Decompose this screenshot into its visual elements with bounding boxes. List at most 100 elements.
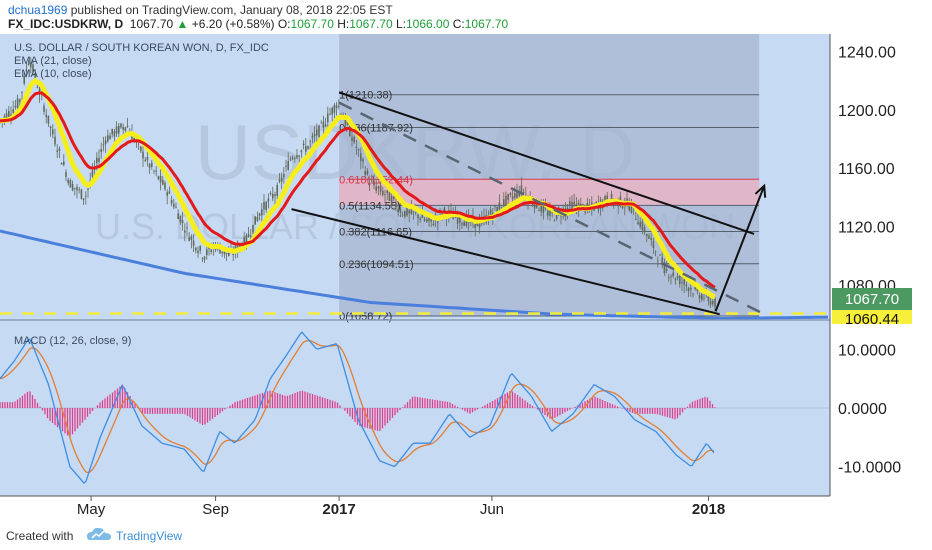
- candle-body: [683, 279, 685, 285]
- candle-body: [582, 203, 584, 205]
- candle-body: [335, 105, 338, 108]
- time-axis-background[interactable]: [0, 496, 830, 520]
- author-link[interactable]: dchua1969: [8, 3, 68, 17]
- candle-body: [210, 249, 212, 253]
- candle-body: [5, 113, 8, 120]
- candle-body: [659, 254, 661, 256]
- candle-body: [173, 203, 175, 208]
- candle-body: [140, 146, 142, 152]
- candle-body: [98, 157, 100, 163]
- tradingview-brand-link[interactable]: TradingView: [116, 529, 183, 543]
- candle-body: [274, 194, 276, 197]
- candle-body: [56, 150, 58, 152]
- candle-body: [291, 157, 294, 159]
- candle-body: [604, 196, 606, 204]
- legend-macd[interactable]: MACD (12, 26, close, 9): [14, 335, 131, 347]
- chart-canvas[interactable]: USDKRW, D U.S. DOLLAR / SOUTH KOREAN WON…: [0, 34, 932, 520]
- candle-body: [507, 193, 509, 201]
- tradingview-cloud-icon[interactable]: [86, 526, 112, 544]
- candle-body: [80, 189, 83, 199]
- symbol-ohlc-line: FX_IDC:USDKRW, D 1067.70 ▲ +6.20 (+0.58%…: [8, 17, 508, 31]
- candle-body: [670, 276, 672, 278]
- candle-body: [45, 114, 47, 117]
- candle-body: [542, 204, 545, 213]
- close-label: C:: [452, 17, 465, 31]
- candle-body: [687, 288, 690, 292]
- candle-body: [113, 130, 116, 137]
- candle-body: [74, 187, 76, 189]
- high-value: 1067.70: [349, 17, 393, 31]
- ema21-line: [0, 91, 716, 289]
- candle-body: [30, 63, 32, 68]
- candle-body: [228, 252, 230, 256]
- candle-body: [377, 186, 380, 189]
- candle-body: [267, 198, 270, 202]
- macd-signal-line: [0, 339, 715, 474]
- price-axis-background[interactable]: [830, 34, 932, 520]
- support-curve-line[interactable]: [0, 229, 829, 320]
- candle-body: [153, 170, 155, 172]
- candle-body: [571, 201, 573, 211]
- candle-body: [551, 212, 553, 214]
- candle-body: [331, 107, 333, 115]
- projection-arrow-head-icon[interactable]: [754, 183, 767, 198]
- channel-upper-line[interactable]: [338, 91, 755, 235]
- candle-body: [509, 193, 512, 196]
- candle-body: [278, 179, 281, 182]
- candle-body: [522, 191, 525, 194]
- candle-body: [175, 206, 177, 208]
- fib-range-shade: [339, 34, 760, 317]
- legend-ema21[interactable]: EMA (21, close): [14, 55, 92, 67]
- channel-mid-dashed-line[interactable]: [338, 101, 765, 316]
- candle-body: [714, 298, 716, 307]
- candle-body: [221, 251, 223, 253]
- candle-body: [399, 208, 402, 213]
- candle-body: [263, 201, 265, 210]
- fibonacci-retracement[interactable]: 1(1210.38)0.786(1187.92)0.618(1152.44)0.…: [339, 34, 760, 323]
- candle-body: [421, 213, 424, 218]
- created-with-label: Created with: [6, 529, 74, 543]
- candle-body: [415, 211, 417, 213]
- candle-body: [520, 185, 523, 194]
- candle-body: [285, 165, 287, 167]
- candle-body: [34, 72, 36, 78]
- candle-body: [397, 209, 399, 213]
- projection-arrow-line[interactable]: [714, 185, 766, 312]
- fib-level-label: 0.382(1116.65): [339, 227, 412, 239]
- candle-body: [329, 113, 331, 115]
- candle-body: [47, 115, 50, 124]
- candle-body: [201, 258, 204, 260]
- candle-body: [547, 210, 549, 216]
- candle-body: [628, 204, 630, 211]
- candle-body: [423, 219, 426, 221]
- candle-body: [247, 234, 250, 237]
- candle-body: [87, 188, 89, 190]
- candle-body: [373, 181, 375, 186]
- support-price-tag: 1060.44: [832, 310, 912, 328]
- fib-level-label: 0.236(1094.51): [339, 259, 414, 271]
- macd-series: [0, 331, 830, 485]
- candle-body: [503, 199, 505, 206]
- candle-body: [162, 179, 164, 185]
- candle-body: [302, 143, 305, 145]
- trend-drawings[interactable]: [0, 91, 830, 320]
- candle-body: [657, 260, 659, 262]
- legend-ema10[interactable]: EMA (10, close): [14, 68, 92, 80]
- candle-body: [19, 99, 21, 103]
- candle-body: [245, 235, 248, 244]
- candle-body: [463, 222, 465, 226]
- candle-body: [313, 134, 316, 137]
- candle-body: [12, 109, 14, 113]
- channel-lower-line[interactable]: [291, 208, 720, 316]
- time-axis-tick-label: Sep: [202, 501, 229, 518]
- candle-body: [269, 193, 272, 195]
- candle-body: [58, 148, 61, 151]
- candle-body: [38, 88, 41, 95]
- candle-body: [461, 222, 463, 225]
- low-value: 1066.00: [406, 17, 450, 31]
- candle-body: [111, 128, 113, 135]
- candle-body: [533, 204, 536, 209]
- candle-body: [654, 251, 657, 253]
- candle-body: [388, 191, 391, 201]
- candle-body: [652, 241, 655, 249]
